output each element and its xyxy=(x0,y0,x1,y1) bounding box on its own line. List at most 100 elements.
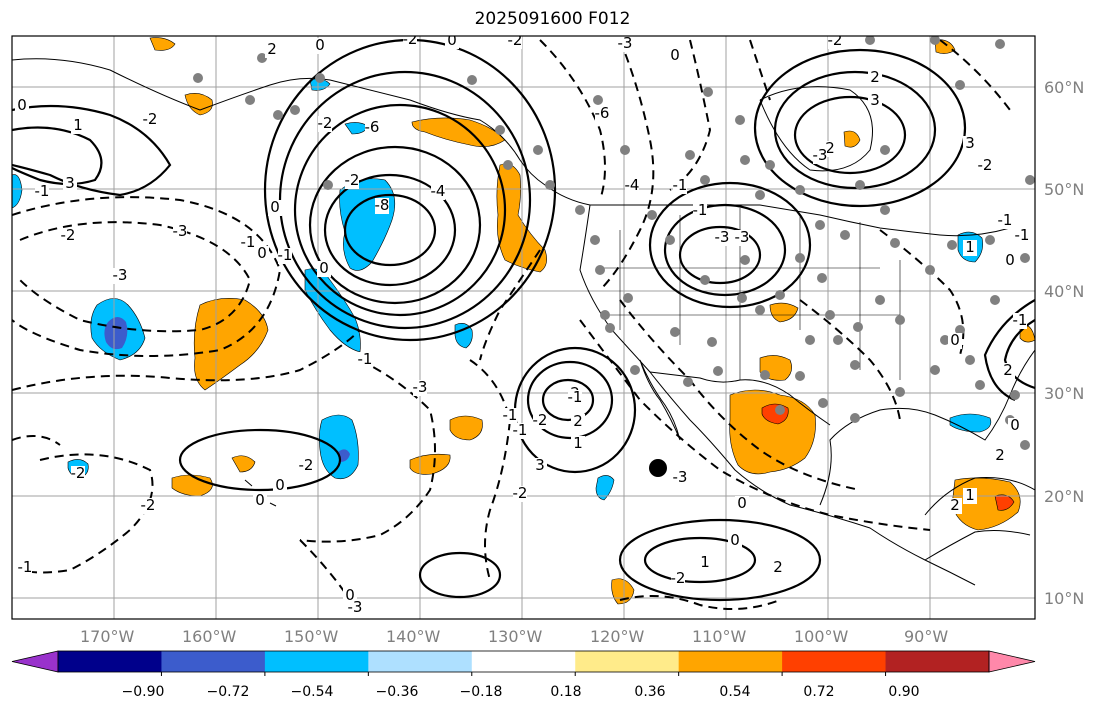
contour-label: -3 xyxy=(715,228,730,246)
colorbar-tick-label: −0.36 xyxy=(375,684,419,700)
contour-label-bg xyxy=(71,466,85,482)
contour-trough-3 xyxy=(648,181,812,309)
dashed-contour-16 xyxy=(479,249,541,361)
contour-label-bg xyxy=(715,230,729,246)
contour-hawaii-1 xyxy=(178,428,342,492)
lat-label-10n: 10°N xyxy=(1044,589,1085,608)
contour-subtropical-high-2 xyxy=(526,360,614,440)
contour-label: 2 xyxy=(825,139,835,157)
map-frame xyxy=(11,35,1036,620)
dashed-contours xyxy=(12,39,1011,610)
blue-patch-offshore xyxy=(304,268,361,353)
contour-hudson-1 xyxy=(793,95,907,175)
yucatan-coast xyxy=(924,477,1035,516)
dashed-contour-5 xyxy=(299,359,436,543)
contour-label: -2 xyxy=(318,114,333,132)
contour-label: -1 xyxy=(278,246,293,264)
contour-label: -1 xyxy=(673,176,688,194)
contour-label-bg xyxy=(998,213,1012,229)
contour-label: -6 xyxy=(365,118,380,136)
colorbar-tick-label: −0.54 xyxy=(290,684,334,700)
contour-label: 0 xyxy=(730,531,740,549)
colorbar-tick-label: −0.90 xyxy=(121,684,165,700)
contour-label: 1 xyxy=(573,434,583,452)
lat-label-20n: 20°N xyxy=(1044,487,1085,506)
colorbar-segment xyxy=(161,651,266,672)
purple-core-west-pacific xyxy=(104,317,128,350)
dashed-contour-17 xyxy=(12,435,61,446)
lon-label-120w: 120°W xyxy=(590,627,645,646)
blue-patch-central xyxy=(319,414,359,479)
contour-label-bg xyxy=(771,560,785,576)
contour-low-center-2 xyxy=(323,173,457,287)
contour-label: -2 xyxy=(141,496,156,514)
blue-patch-west-edge xyxy=(12,174,23,209)
contour-label-bg xyxy=(265,42,279,58)
contour-label: 1 xyxy=(700,553,710,571)
contour-label: 0 xyxy=(670,46,680,64)
contour-label-bg xyxy=(993,448,1007,464)
lon-label-130w: 130°W xyxy=(488,627,543,646)
contour-label: -3 xyxy=(813,146,828,164)
contour-label: -3 xyxy=(173,222,188,240)
contour-label: 2 xyxy=(267,40,277,58)
contour-hudson-2 xyxy=(773,70,937,190)
orange-patch-subtropical-4 xyxy=(231,455,256,473)
contour-label: 1 xyxy=(965,486,975,504)
dashed-contour-10 xyxy=(579,319,931,531)
orange-patch-bc-coast xyxy=(411,117,506,147)
orange-patch-newfoundland xyxy=(934,39,956,54)
contour-label: 2 xyxy=(950,496,960,514)
contour-label-bg xyxy=(698,555,712,571)
contour-label: 0 xyxy=(315,36,325,54)
central-america xyxy=(924,530,1031,561)
contour-label: 3 xyxy=(965,134,975,152)
contour-label-bg xyxy=(625,178,639,194)
contour-label: -1 xyxy=(568,388,583,406)
orange-patch-alaska-2 xyxy=(149,37,176,51)
contour-label: -2 xyxy=(299,456,314,474)
contour-label-bg xyxy=(513,486,527,502)
contour-label: -1 xyxy=(513,421,528,439)
colorbar xyxy=(11,650,1036,676)
contour-northwest-1 xyxy=(12,104,172,197)
contour-label-bg xyxy=(375,198,389,214)
colorbar-segment xyxy=(368,651,473,672)
lon-label-170w: 170°W xyxy=(80,627,135,646)
baja-california xyxy=(639,359,681,441)
contour-label: -2 xyxy=(71,464,86,482)
colorbar-tick-label: −0.18 xyxy=(459,684,503,700)
colorbar-extend-min xyxy=(11,650,59,673)
contour-label: -2 xyxy=(345,171,360,189)
contour-label-bg xyxy=(278,248,292,264)
contour-label: -6 xyxy=(595,104,610,122)
lon-label-150w: 150°W xyxy=(284,627,339,646)
storm-center-marker xyxy=(649,459,667,477)
orange-patch-southwest xyxy=(769,302,799,323)
colorbar-tick-label: −0.72 xyxy=(206,684,250,700)
orange-patch-alaska xyxy=(184,93,213,116)
dashed-contour-19 xyxy=(749,39,771,101)
contour-subtropical-high-1 xyxy=(541,378,595,422)
contour-label-bg xyxy=(735,230,749,246)
lat-label-60n: 60°N xyxy=(1044,78,1085,97)
contour-label: -3 xyxy=(618,34,633,52)
dashed-contour-6 xyxy=(469,359,512,581)
contour-label-bg xyxy=(1015,228,1029,244)
orange-patch-subtropical-3 xyxy=(449,415,483,441)
contour-label-bg xyxy=(18,560,32,576)
contour-label: 2 xyxy=(1003,361,1013,379)
contour-label-bg xyxy=(141,498,155,514)
contour-label: 3 xyxy=(535,456,545,474)
contour-northwest-2 xyxy=(12,126,103,186)
solid-contours xyxy=(12,38,1035,602)
contour-label-bg xyxy=(241,235,255,251)
contour-label-bg xyxy=(431,184,445,200)
contour-label: -2 xyxy=(61,226,76,244)
contour-label-bg xyxy=(693,203,707,219)
dashed-contour-2 xyxy=(12,196,282,357)
contour-label: -1 xyxy=(241,233,256,251)
contour-label-bg xyxy=(348,600,362,616)
contour-label: 2 xyxy=(573,412,583,430)
